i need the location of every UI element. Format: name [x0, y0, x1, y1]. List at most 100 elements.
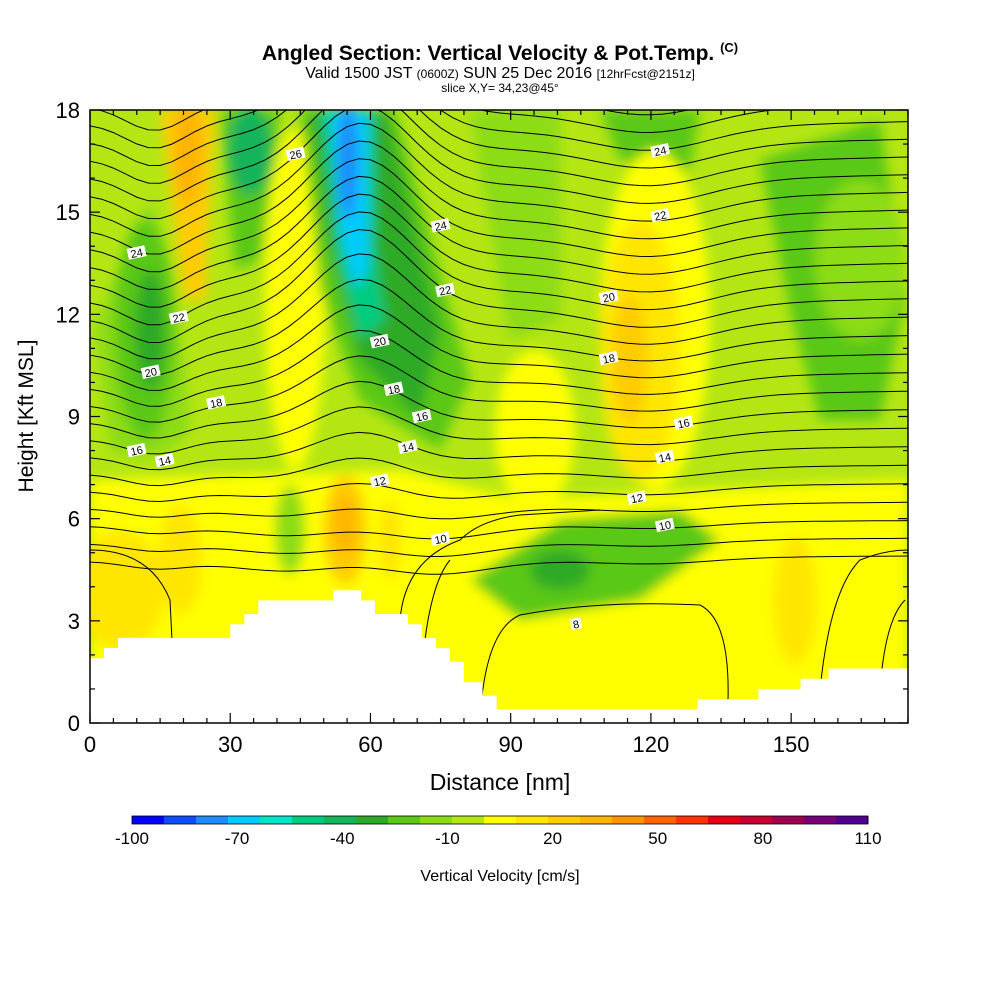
contour-label-box	[435, 282, 456, 298]
chart-title-text: Angled Section: Vertical Velocity & Pot.…	[261, 42, 715, 65]
isentrope-line	[399, 509, 601, 621]
colorbar-swatch	[548, 816, 581, 824]
contour-label-box	[654, 517, 675, 533]
colorbar-swatch	[452, 816, 485, 824]
contour-label-text: 24	[130, 247, 144, 261]
contour-label-text: 20	[144, 366, 158, 380]
contour-label-box	[206, 395, 227, 410]
isentrope-line	[90, 457, 908, 487]
contour-label: 26	[285, 146, 306, 162]
contour-label-text: 18	[209, 397, 223, 411]
colorbar-tick-label: -40	[330, 829, 355, 848]
contour-label: 18	[206, 395, 227, 411]
isentrope-line	[90, 110, 908, 202]
contour-label-box	[598, 350, 619, 366]
x-tick-label: 150	[773, 732, 810, 757]
colorbar-swatch	[260, 816, 293, 824]
contour-label: 8	[569, 617, 583, 632]
y-axis: 0 3 6 9 12 15 18	[56, 98, 908, 736]
plot-area: 26 24 24 24 22 22 22 20 20 20 18 18 18 16 16 16 14 14 14 12…	[90, 110, 908, 723]
colorbar-frame	[131, 815, 869, 825]
contour-label-text: 12	[373, 475, 387, 489]
valid-utc: (0600Z)	[416, 67, 459, 81]
colorbar-tick-label: -10	[435, 829, 460, 848]
contour-label-box	[430, 218, 451, 233]
valid-date: SUN 25 Dec 2016	[463, 65, 593, 82]
contour-label-text: 14	[401, 441, 415, 455]
contour-label-text: 18	[387, 383, 401, 397]
contour-labels: 26 24 24 24 22 22 22 20 20 20 18 18 18 16 16 16 14 14 14 12…	[126, 143, 694, 632]
contour-label-box	[285, 146, 306, 162]
contour-label-box	[154, 453, 175, 468]
valid-prefix: Valid 1500 JST	[305, 65, 413, 82]
colorbar-swatch	[420, 816, 453, 824]
isentrope-line	[90, 304, 908, 391]
contour-label-box	[411, 408, 432, 424]
isentrope-line	[90, 355, 908, 423]
isentrope-line	[90, 122, 908, 237]
isentrope-line	[90, 175, 908, 290]
isentrope-line	[90, 406, 908, 455]
contour-label-box	[650, 207, 671, 223]
y-tick-label: 18	[56, 98, 80, 123]
contour-label-text: 10	[434, 533, 448, 547]
isentrope-line	[479, 603, 729, 721]
colorbar-swatch	[324, 816, 357, 824]
isentrope-line	[90, 140, 908, 255]
contour-label-box	[598, 289, 619, 305]
contour-label-text: 16	[415, 410, 429, 424]
contour-label-text: 16	[130, 444, 144, 458]
contour-label: 18	[598, 350, 619, 367]
isentrope-line	[90, 431, 908, 471]
colorbar-swatch	[580, 816, 613, 824]
contour-label-text: 12	[630, 492, 644, 506]
colorbar-tick-label: 50	[648, 829, 667, 848]
contour-label-text: 18	[602, 352, 616, 366]
contour-label-box	[140, 364, 161, 379]
contour-label-text: 22	[653, 209, 667, 223]
colorbar-swatch	[676, 816, 709, 824]
contour-label: 10	[430, 531, 451, 547]
isentrope-line	[90, 110, 908, 184]
y-axis-label: Height [Kft MSL]	[15, 340, 38, 493]
terrain-mask	[90, 590, 908, 723]
contour-label: 20	[140, 364, 161, 380]
contour-label-box	[126, 442, 147, 458]
contour-label-text: 20	[373, 335, 387, 349]
contour-label: 20	[369, 333, 390, 350]
x-tick-label: 30	[218, 732, 242, 757]
colorbar-swatch	[644, 816, 677, 824]
colorbar-swatch	[196, 816, 229, 824]
contour-label-box	[569, 617, 583, 631]
contour-label-box	[626, 490, 647, 505]
colorbar-tick-label: 110	[854, 829, 881, 848]
colorbar-swatch	[708, 816, 741, 824]
contour-label: 14	[654, 449, 675, 466]
contour-label: 22	[435, 282, 456, 299]
contour-label-text: 14	[658, 451, 672, 465]
isentrope-line	[819, 549, 908, 691]
contour-label: 22	[650, 207, 671, 224]
contour-label-box	[650, 143, 671, 158]
isentrope-line	[90, 329, 908, 407]
contour-label-box	[383, 381, 404, 397]
colorbar-tick-label: 80	[753, 829, 772, 848]
contour-label-box	[397, 439, 418, 454]
forecast-run: [12hrFcst@2151z]	[596, 67, 695, 81]
colorbar-swatch	[804, 816, 837, 824]
isentrope-line	[90, 520, 908, 540]
contour-label: 18	[383, 381, 404, 397]
x-tick-label: 90	[498, 732, 522, 757]
contour-label-box	[430, 531, 451, 546]
isentrope-line	[90, 229, 908, 344]
isentrope-line	[90, 537, 908, 557]
chart-title: Angled Section: Vertical Velocity & Pot.…	[0, 36, 1000, 66]
contour-label: 16	[126, 442, 147, 459]
y-tick-label: 12	[56, 302, 80, 327]
contour-label: 24	[430, 218, 451, 234]
contour-label-text: 8	[572, 619, 580, 632]
colorbar-swatch	[356, 816, 389, 824]
contour-label-text: 16	[677, 417, 691, 431]
isentrope-line	[90, 482, 908, 503]
